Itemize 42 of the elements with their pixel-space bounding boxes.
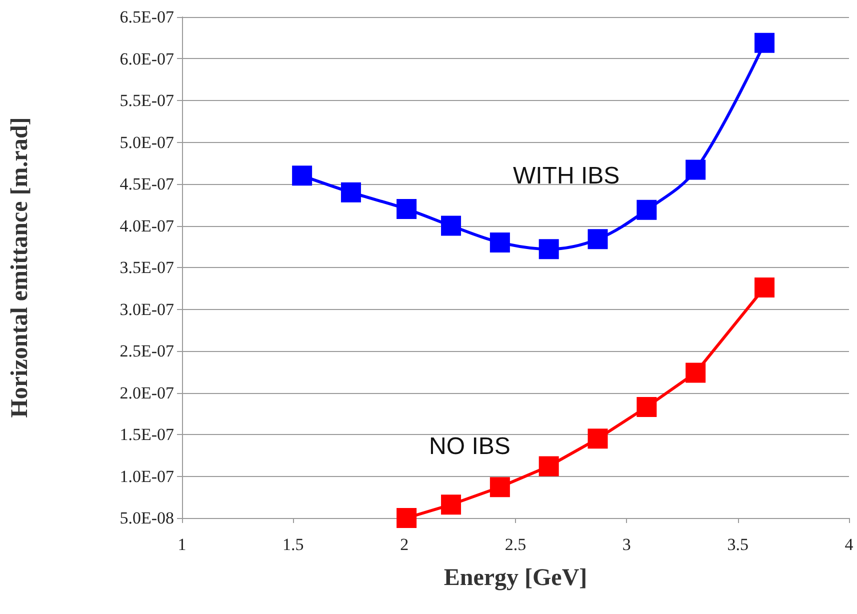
y-tick-label: 3.5E-07 — [120, 258, 174, 277]
y-tick-label: 4.5E-07 — [120, 174, 174, 194]
point — [636, 200, 657, 220]
x-axis-title: Energy [GeV] — [444, 565, 588, 591]
point — [396, 508, 417, 528]
x-tick-label: 3 — [622, 535, 631, 554]
x-tick-label: 2.5 — [504, 535, 526, 554]
y-tick-label: 1.0E-07 — [120, 466, 174, 486]
y-tick-label: 2.0E-07 — [120, 383, 174, 402]
y-tick-label: 6.0E-07 — [120, 49, 174, 68]
x-tick-label: 2 — [400, 535, 409, 554]
point — [538, 239, 559, 260]
y-axis-title: Horizontal emittance [m.rad] — [7, 117, 33, 418]
point — [686, 362, 706, 383]
point — [686, 160, 706, 180]
y-tick-label: 6.5E-07 — [120, 8, 174, 26]
point — [441, 494, 462, 515]
y-tick-label: 5.0E-07 — [120, 132, 174, 152]
y-tick-label: 3.0E-07 — [120, 300, 174, 319]
point — [441, 216, 462, 236]
point — [490, 477, 510, 498]
point — [340, 182, 361, 202]
point — [396, 199, 417, 220]
series-label: NO IBS — [429, 433, 510, 460]
y-tick-label: 1.5E-07 — [120, 425, 174, 444]
x-tick-label: 1.5 — [282, 535, 304, 554]
y-tick-label: 5.5E-07 — [120, 91, 174, 110]
y-tick-label: 5.0E-08 — [120, 508, 174, 528]
point — [636, 396, 657, 417]
x-tick-label: 4 — [844, 535, 854, 554]
point — [588, 428, 608, 449]
point — [292, 166, 312, 186]
y-tick-label: 4.0E-07 — [120, 216, 174, 236]
point — [588, 229, 608, 250]
series-label: WITH IBS — [513, 162, 620, 190]
point — [538, 456, 559, 476]
y-tick-label: 2.5E-07 — [120, 342, 174, 360]
point — [754, 32, 775, 53]
point — [490, 232, 510, 252]
x-tick-label: 3.5 — [727, 535, 748, 554]
x-tick-label: 1 — [178, 535, 186, 554]
point — [754, 278, 775, 298]
